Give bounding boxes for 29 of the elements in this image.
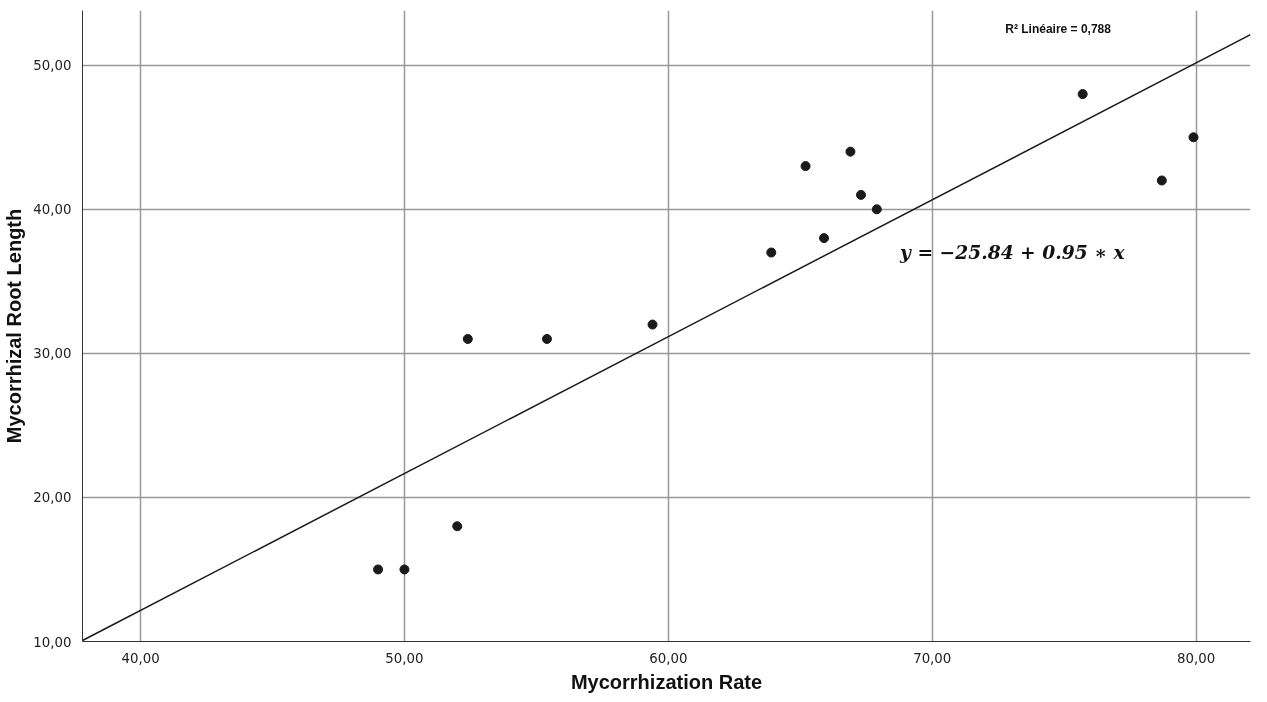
annotation: R² Linéaire = 0,788 (1005, 21, 1112, 36)
x-tick-label: 70,00 (913, 650, 952, 666)
point (800, 161, 811, 172)
point (766, 247, 777, 258)
x-axis-title: Mycorrhization Rate (570, 670, 763, 693)
y-tick-label: 40,00 (33, 202, 72, 218)
x-tick-label: 40,00 (121, 650, 160, 666)
point (1077, 89, 1088, 100)
point (845, 146, 856, 157)
point (647, 319, 658, 330)
y-tick-label: 30,00 (33, 346, 72, 362)
x-tick-label: 80,00 (1177, 650, 1216, 666)
point (819, 233, 830, 244)
point (1156, 175, 1167, 186)
point (541, 333, 552, 344)
y-tick-label: 50,00 (33, 58, 72, 74)
annotation: y = −25.84 + 0.95 ∗ x (899, 240, 1126, 263)
point (462, 333, 473, 344)
y-tick-label: 10,00 (33, 634, 72, 650)
point (855, 189, 866, 200)
point (871, 204, 882, 215)
y-axis-title: Mycorrhizal Root Length (3, 208, 26, 444)
point (399, 564, 410, 575)
x-tick-label: 50,00 (385, 650, 424, 666)
y-tick-label: 20,00 (33, 490, 72, 506)
point (1188, 132, 1199, 143)
x-tick-label: 60,00 (649, 650, 688, 666)
point (452, 521, 463, 532)
point (373, 564, 384, 575)
